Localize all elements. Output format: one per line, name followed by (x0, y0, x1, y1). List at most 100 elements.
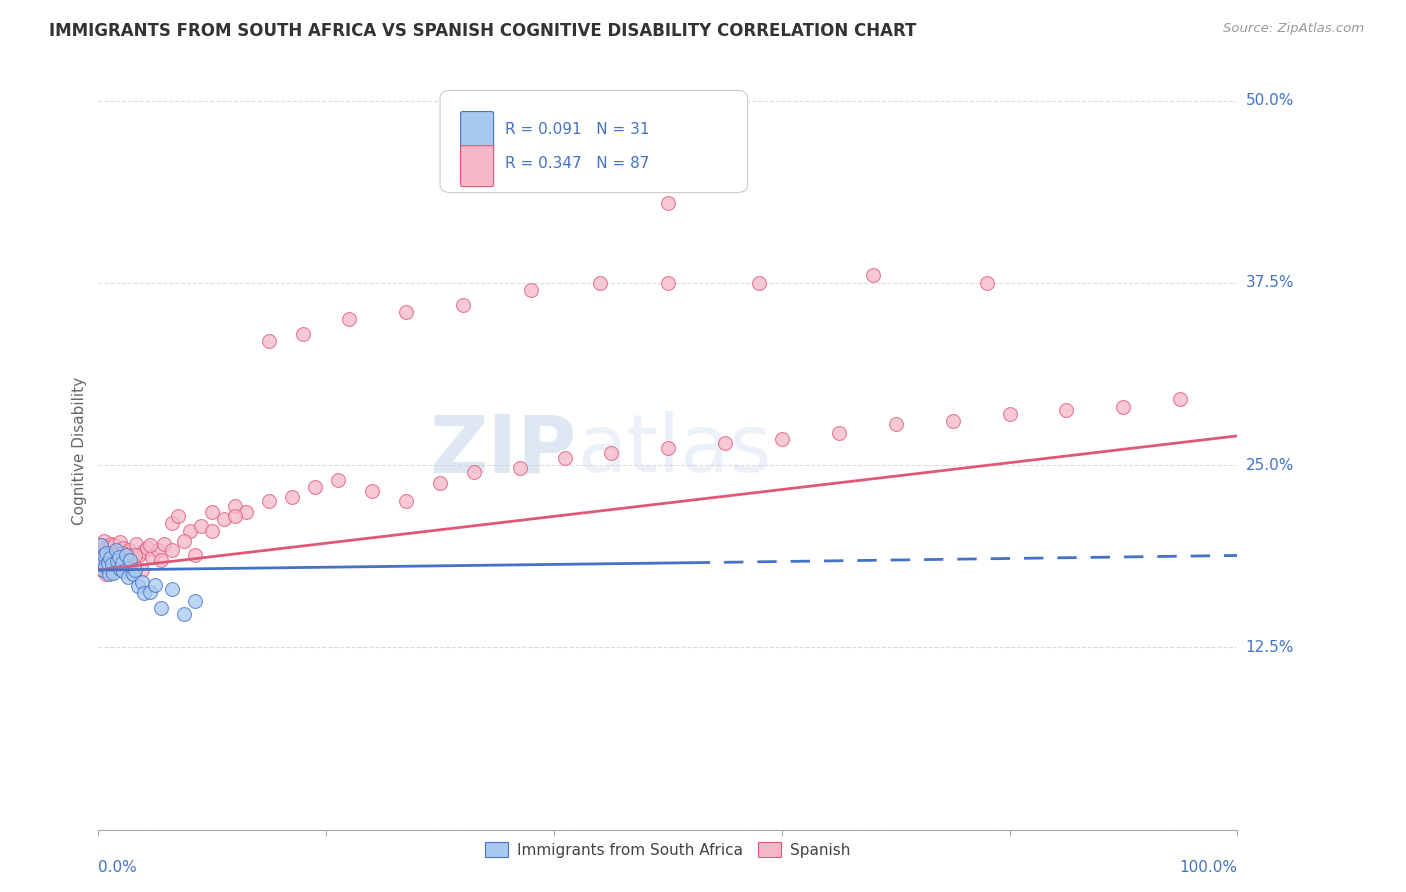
Point (97, 553, 120, 567)
Point (108, 556, 131, 570)
Point (862, 268, 884, 283)
Point (127, 579, 149, 593)
Text: 12.5%: 12.5% (1246, 640, 1294, 655)
Point (101, 549, 124, 563)
Point (179, 524, 201, 538)
Point (395, 494, 418, 508)
Point (150, 553, 173, 567)
Point (96, 540, 118, 554)
Point (131, 563, 153, 577)
Point (101, 560, 124, 574)
Point (429, 475, 451, 490)
Point (100, 537, 122, 551)
Point (657, 276, 679, 290)
Text: R = 0.347   N = 87: R = 0.347 N = 87 (505, 156, 650, 171)
Text: Source: ZipAtlas.com: Source: ZipAtlas.com (1223, 22, 1364, 36)
Point (107, 544, 129, 558)
Point (111, 547, 134, 561)
Point (884, 417, 907, 432)
Point (103, 538, 125, 552)
Point (141, 549, 163, 564)
Point (828, 425, 851, 440)
Point (976, 276, 998, 290)
Point (90, 549, 112, 563)
Point (124, 549, 146, 563)
Point (108, 549, 131, 564)
Point (326, 473, 349, 487)
Point (96, 567, 118, 582)
Point (94, 558, 117, 573)
Point (463, 466, 485, 480)
Text: 50.0%: 50.0% (1246, 93, 1294, 108)
Point (657, 195, 679, 210)
Text: atlas: atlas (576, 411, 770, 490)
Point (91, 563, 114, 577)
Point (115, 551, 138, 566)
Point (112, 565, 135, 579)
Point (96, 549, 118, 564)
Point (97, 567, 120, 582)
Point (998, 407, 1021, 421)
Point (108, 535, 131, 549)
Point (98, 545, 121, 559)
Point (509, 461, 531, 475)
Point (96, 545, 118, 559)
Point (112, 545, 135, 559)
Point (93, 549, 115, 563)
Y-axis label: Cognitive Disability: Cognitive Disability (72, 376, 87, 524)
Point (112, 541, 135, 556)
Point (90, 538, 112, 552)
FancyBboxPatch shape (461, 112, 494, 153)
Point (114, 549, 136, 563)
Point (138, 538, 160, 552)
Point (97, 541, 120, 556)
Point (395, 305, 418, 319)
Point (167, 509, 190, 524)
Point (292, 326, 315, 341)
Point (201, 524, 224, 538)
Point (118, 542, 141, 557)
Point (94, 545, 117, 559)
Point (120, 553, 142, 567)
Point (1112, 400, 1135, 414)
Point (451, 298, 474, 312)
Point (600, 446, 623, 460)
Point (91, 542, 114, 557)
Point (281, 490, 304, 504)
Point (105, 554, 128, 568)
Point (173, 607, 195, 621)
Point (224, 509, 246, 524)
Point (124, 563, 146, 577)
Text: ZIP: ZIP (429, 411, 576, 490)
FancyBboxPatch shape (440, 90, 748, 193)
Point (131, 574, 153, 589)
Point (90, 538, 112, 552)
Point (125, 537, 148, 551)
Text: 25.0%: 25.0% (1246, 458, 1294, 473)
Point (588, 276, 610, 290)
Point (138, 585, 160, 599)
Point (770, 432, 793, 446)
Point (304, 480, 326, 494)
Point (235, 505, 257, 519)
Point (108, 561, 131, 575)
Point (184, 549, 207, 563)
Point (117, 570, 139, 584)
Point (1054, 402, 1078, 417)
Point (162, 542, 184, 557)
Text: IMMIGRANTS FROM SOUTH AFRICA VS SPANISH COGNITIVE DISABILITY CORRELATION CHART: IMMIGRANTS FROM SOUTH AFRICA VS SPANISH … (49, 22, 917, 40)
Point (201, 505, 224, 519)
Text: R = 0.091   N = 31: R = 0.091 N = 31 (505, 122, 650, 137)
Point (657, 441, 679, 455)
Point (101, 557, 124, 572)
Point (132, 544, 155, 558)
Point (714, 436, 737, 450)
Point (93, 533, 115, 548)
Point (360, 484, 382, 499)
Point (520, 283, 543, 297)
Point (96, 556, 118, 570)
Point (162, 516, 184, 531)
Point (146, 542, 169, 557)
Point (104, 542, 127, 557)
Point (162, 582, 184, 596)
